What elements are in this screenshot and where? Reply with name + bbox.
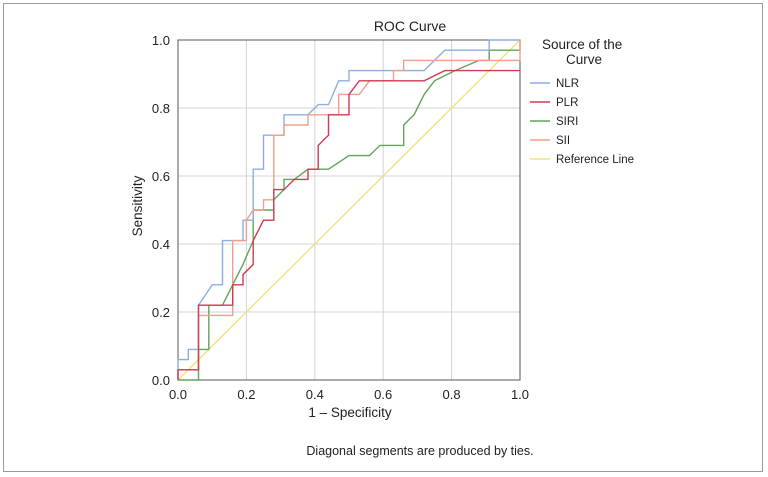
series-lines xyxy=(177,39,521,381)
y-tick-label: 0.4 xyxy=(152,237,170,252)
footnote: Diagonal segments are produced by ties. xyxy=(306,444,533,458)
x-ticks: 0.0 0.2 0.4 0.6 0.8 1.0 xyxy=(169,387,529,402)
legend-label-reference-line: Reference Line xyxy=(556,154,634,166)
x-tick-label: 0.6 xyxy=(374,387,392,402)
plot-area xyxy=(177,39,521,381)
x-tick-label: 0.2 xyxy=(237,387,255,402)
x-tick-label: 0.8 xyxy=(443,387,461,402)
y-tick-label: 0.6 xyxy=(152,169,170,184)
x-tick-label: 1.0 xyxy=(511,387,529,402)
y-axis-label: Sensitivity xyxy=(130,175,145,236)
x-tick-label: 0.0 xyxy=(169,387,187,402)
series-line-reference-line xyxy=(177,39,521,381)
legend: NLR PLR SIRI SII Reference Line xyxy=(530,78,634,166)
legend-label-plr: PLR xyxy=(556,97,578,109)
y-tick-label: 0.2 xyxy=(152,305,170,320)
legend-label-siri: SIRI xyxy=(556,116,578,128)
x-axis-label: 1 – Specificity xyxy=(308,405,392,420)
legend-label-sii: SII xyxy=(556,135,570,147)
series-line-plr xyxy=(177,69,520,380)
y-tick-label: 0.0 xyxy=(152,373,170,388)
y-tick-label: 1.0 xyxy=(152,33,170,48)
plot-border xyxy=(177,39,521,381)
y-ticks: 0.0 0.2 0.4 0.6 0.8 1.0 xyxy=(152,33,170,388)
legend-label-nlr: NLR xyxy=(556,78,579,90)
legend-title: Source of the Curve xyxy=(542,37,626,67)
chart-title: ROC Curve xyxy=(374,18,447,34)
x-tick-label: 0.4 xyxy=(306,387,324,402)
y-tick-label: 0.8 xyxy=(152,101,170,116)
figure-frame xyxy=(3,3,763,472)
